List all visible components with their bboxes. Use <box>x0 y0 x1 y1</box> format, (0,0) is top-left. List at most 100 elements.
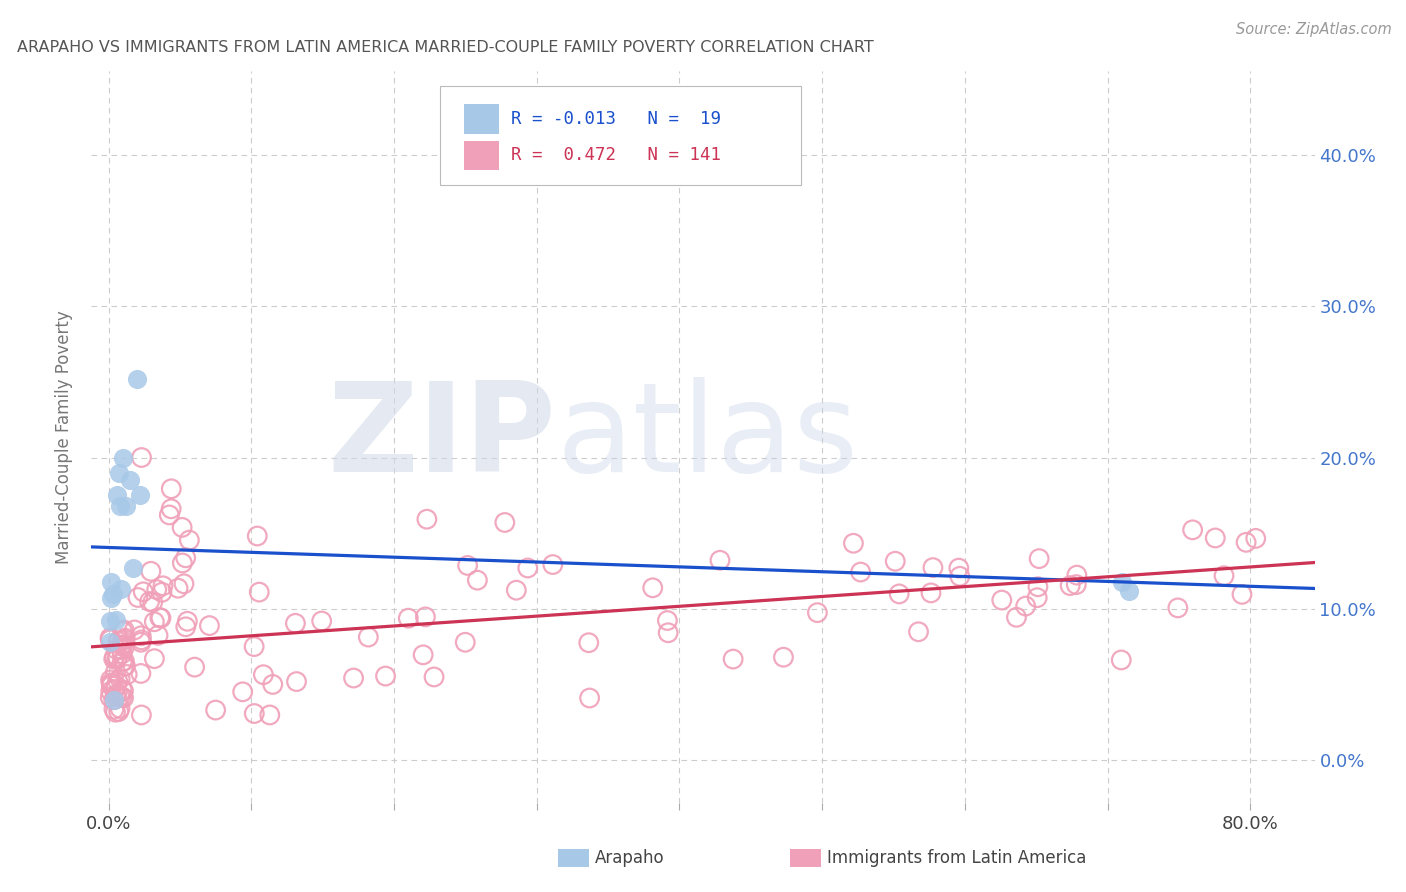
Point <box>108 690 131 704</box>
Point <box>1005 610 1028 624</box>
Point <box>1059 579 1081 593</box>
Point <box>150 585 173 599</box>
Point <box>142 595 165 609</box>
Point <box>252 667 274 681</box>
Point <box>107 466 129 480</box>
Point <box>1234 535 1257 549</box>
Point <box>412 648 434 662</box>
Point <box>98 614 121 628</box>
Point <box>416 512 439 526</box>
Point <box>396 611 419 625</box>
Point <box>100 676 122 690</box>
Point <box>247 585 270 599</box>
Point <box>104 613 127 627</box>
Point <box>1118 583 1140 598</box>
Point <box>160 501 183 516</box>
Point <box>806 606 828 620</box>
Point <box>709 553 731 567</box>
Point <box>262 677 284 691</box>
Point <box>143 615 166 629</box>
Point <box>1111 574 1133 589</box>
Point <box>849 565 872 579</box>
Point <box>104 682 127 697</box>
Point <box>948 561 970 575</box>
Point <box>104 665 127 679</box>
Point <box>246 529 269 543</box>
Point <box>107 634 129 648</box>
Text: R =  0.472   N = 141: R = 0.472 N = 141 <box>510 146 721 164</box>
Point <box>107 650 129 665</box>
Point <box>454 635 477 649</box>
Point <box>110 642 132 657</box>
Point <box>907 624 929 639</box>
Point <box>111 450 134 465</box>
Point <box>110 582 132 597</box>
Point <box>108 701 131 715</box>
Point <box>494 516 516 530</box>
Point <box>107 674 129 689</box>
Point <box>112 623 135 637</box>
Point <box>103 693 125 707</box>
Point <box>111 655 134 669</box>
Point <box>1213 568 1236 582</box>
Point <box>103 693 125 707</box>
Point <box>174 550 197 565</box>
Point <box>103 702 125 716</box>
Point <box>204 703 226 717</box>
Point <box>100 574 122 589</box>
Point <box>146 628 169 642</box>
Point <box>183 660 205 674</box>
Point <box>578 636 600 650</box>
Point <box>132 584 155 599</box>
Point <box>131 708 153 723</box>
Text: R = -0.013   N =  19: R = -0.013 N = 19 <box>510 110 721 128</box>
Point <box>105 679 128 693</box>
Text: Source: ZipAtlas.com: Source: ZipAtlas.com <box>1236 22 1392 37</box>
Point <box>143 651 166 665</box>
Point <box>172 520 194 534</box>
FancyBboxPatch shape <box>440 86 801 185</box>
Point <box>174 620 197 634</box>
Point <box>1109 653 1132 667</box>
Point <box>98 635 121 649</box>
Point <box>516 561 538 575</box>
Point <box>657 625 679 640</box>
Point <box>1066 568 1088 582</box>
Point <box>121 561 143 575</box>
Point <box>357 630 380 644</box>
Point <box>505 583 527 598</box>
Point <box>157 508 180 522</box>
Point <box>129 635 152 649</box>
Bar <box>464 104 499 134</box>
Point <box>101 587 124 601</box>
Point <box>129 488 152 502</box>
Text: atlas: atlas <box>557 376 858 498</box>
Point <box>374 669 396 683</box>
Point <box>129 629 152 643</box>
Point <box>149 610 172 624</box>
Point <box>176 615 198 629</box>
Point <box>98 631 121 645</box>
Point <box>1244 532 1267 546</box>
Point <box>107 705 129 719</box>
Point <box>949 569 972 583</box>
Point <box>922 560 945 574</box>
Point <box>112 659 135 673</box>
Point <box>100 684 122 698</box>
Point <box>105 688 128 702</box>
Point <box>1230 587 1253 601</box>
Point <box>112 654 135 668</box>
Point <box>1181 523 1204 537</box>
Point <box>111 683 134 698</box>
Point <box>100 679 122 693</box>
Point <box>152 579 174 593</box>
Point <box>150 611 173 625</box>
Point <box>114 659 136 673</box>
Point <box>160 482 183 496</box>
Point <box>138 594 160 608</box>
Point <box>1028 551 1050 566</box>
Point <box>100 591 122 606</box>
Point <box>139 564 162 578</box>
Point <box>457 558 479 573</box>
Point <box>104 690 127 704</box>
